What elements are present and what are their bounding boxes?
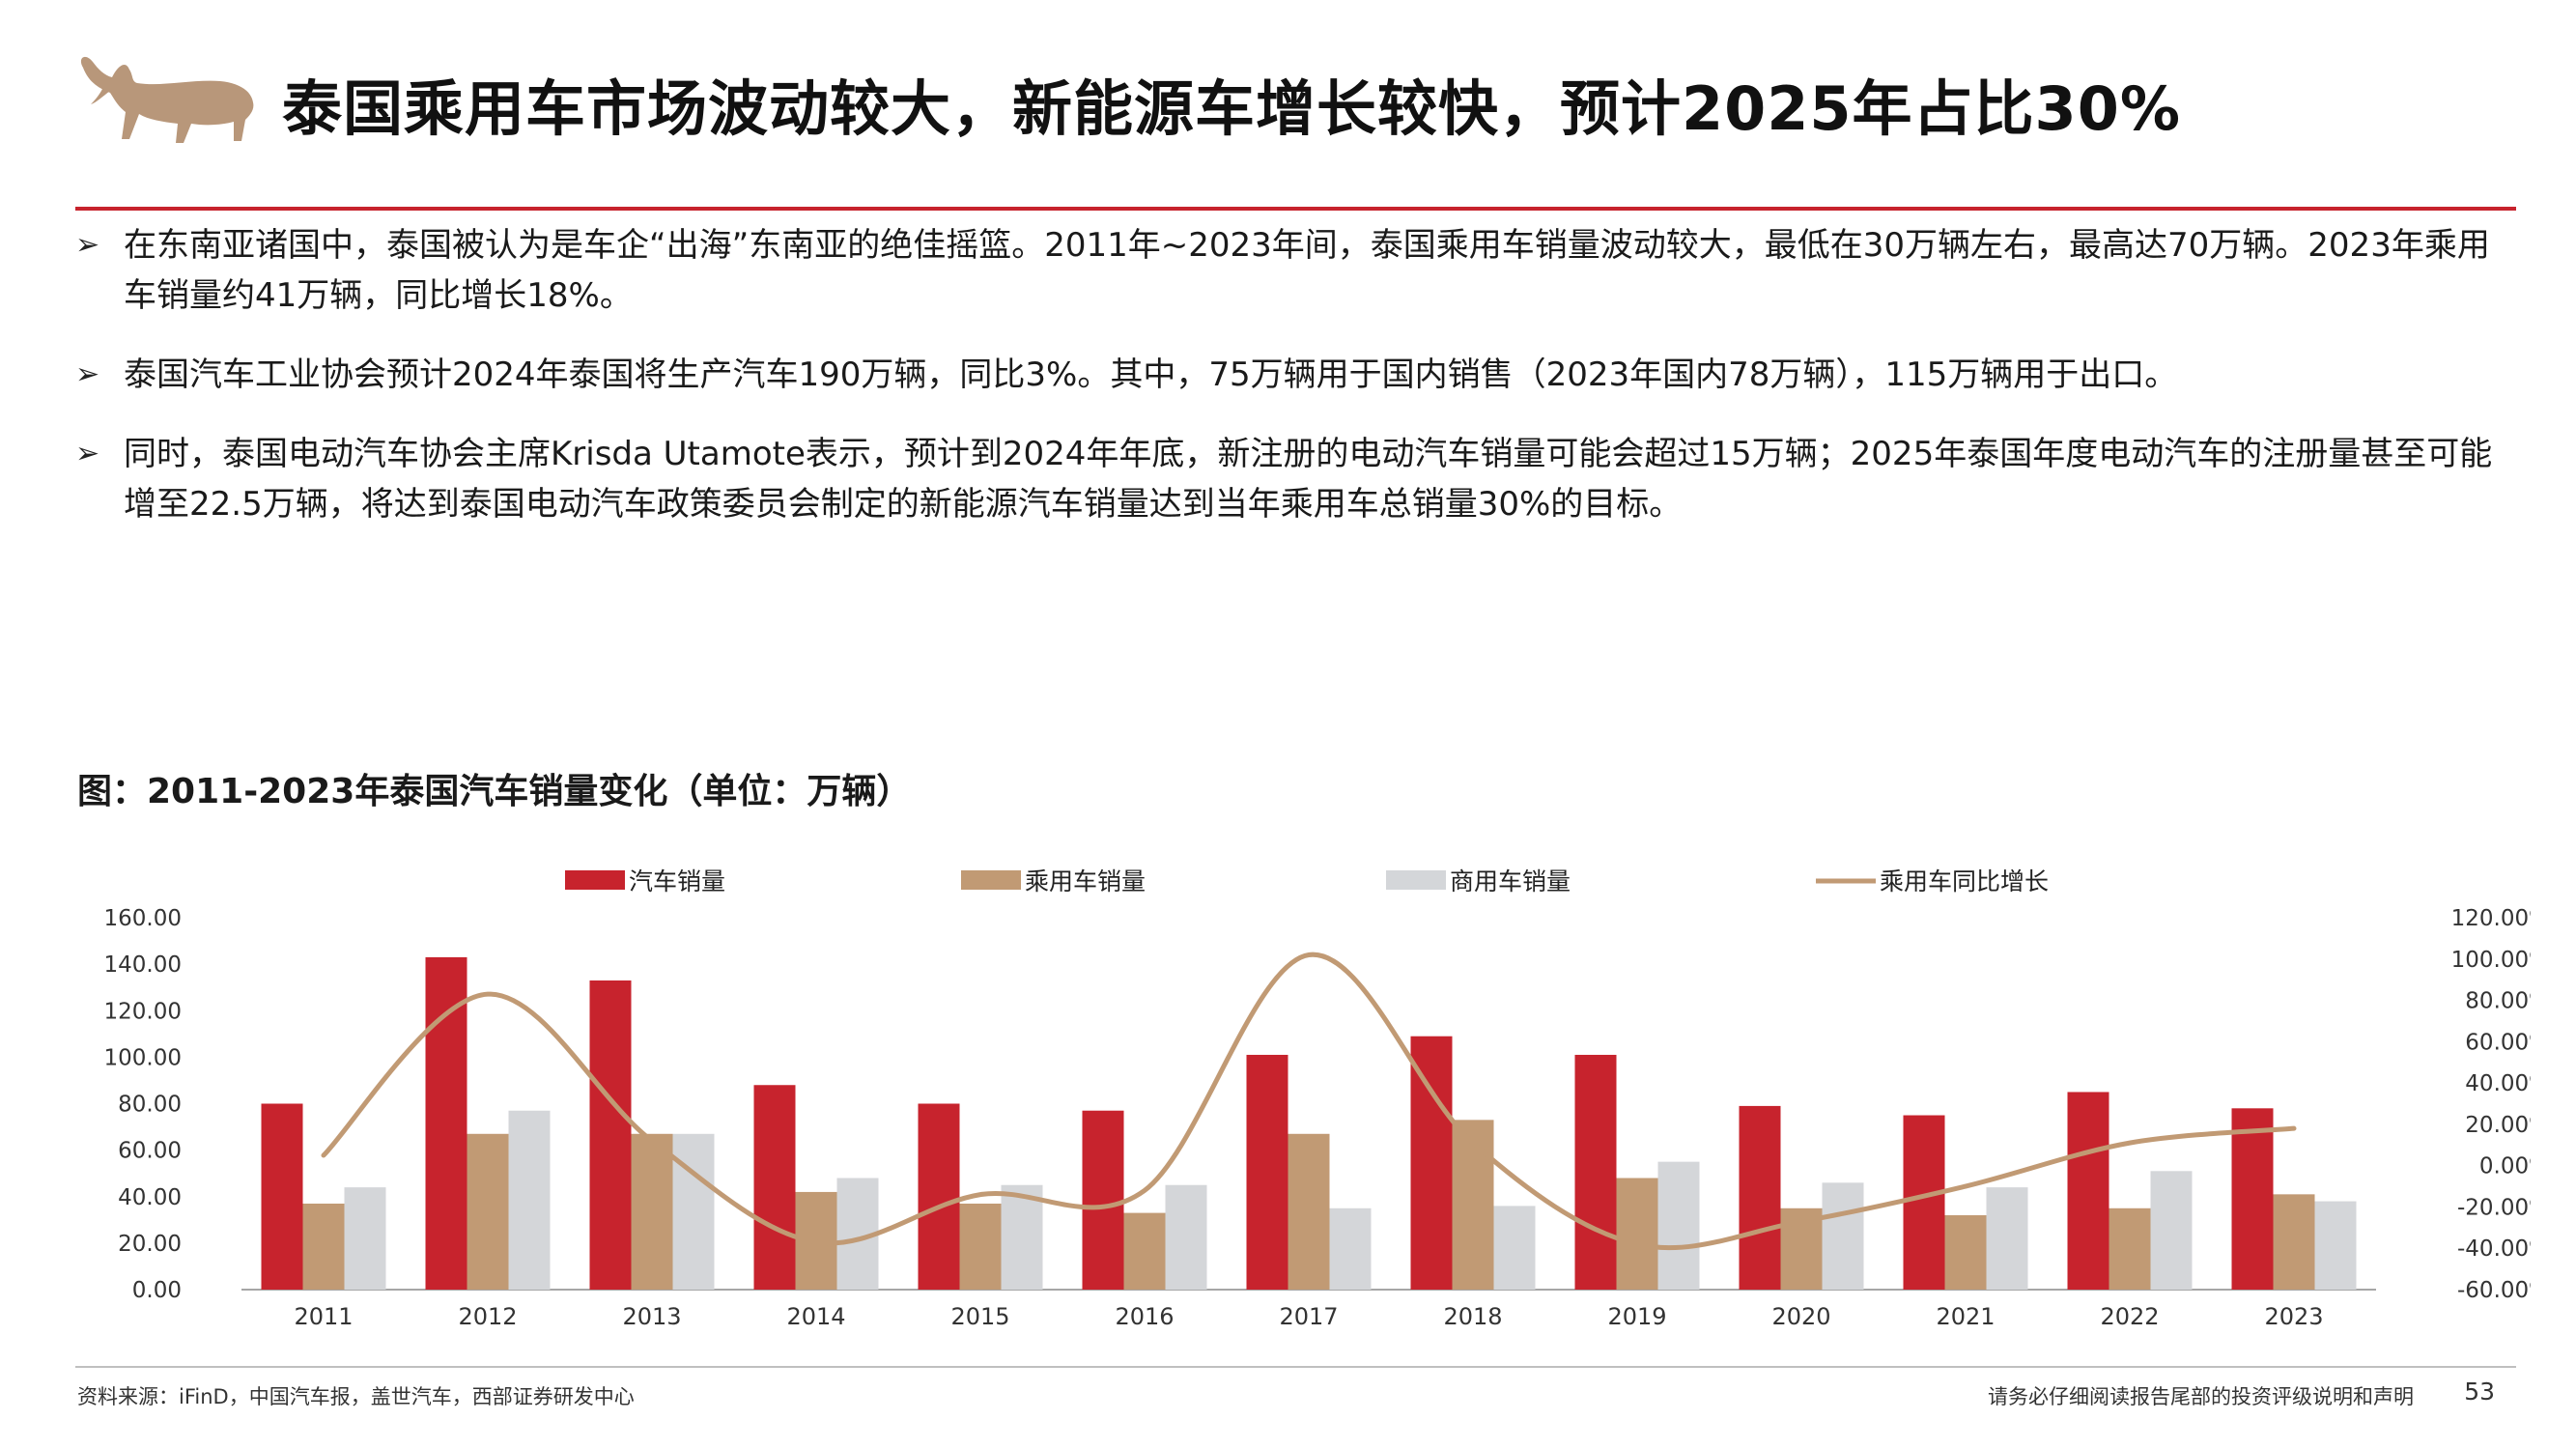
- right-axis-tick-label: -40.00%: [2457, 1236, 2531, 1262]
- x-axis-tick-label: 2016: [1115, 1303, 1174, 1330]
- page-number: 53: [2464, 1378, 2495, 1406]
- bar-commercial: [1986, 1187, 2028, 1290]
- bar-commercial: [1001, 1184, 1043, 1290]
- bar-total: [918, 1103, 960, 1290]
- left-axis-tick-label: 140.00: [104, 952, 182, 978]
- footer-divider: [75, 1366, 2516, 1368]
- bull-logo-icon: [80, 56, 254, 143]
- x-axis-tick-label: 2023: [2264, 1303, 2323, 1330]
- bar-total: [589, 980, 632, 1290]
- arrow-bullet-icon: ➢: [75, 357, 100, 391]
- x-axis-tick-label: 2020: [1771, 1303, 1830, 1330]
- bar-commercial: [1493, 1206, 1536, 1290]
- x-axis-tick-label: 2018: [1443, 1303, 1502, 1330]
- bar-commercial: [2314, 1201, 2357, 1290]
- arrow-bullet-icon: ➢: [75, 437, 100, 470]
- x-axis-tick-label: 2012: [458, 1303, 517, 1330]
- bar-total: [1246, 1054, 1288, 1290]
- bar-total: [753, 1085, 796, 1290]
- bar-passenger: [959, 1203, 1002, 1290]
- bar-passenger: [1123, 1212, 1166, 1290]
- legend-label: 乘用车销量: [1025, 867, 1146, 895]
- legend-swatch: [961, 870, 1021, 890]
- bar-passenger: [2273, 1194, 2315, 1290]
- bar-passenger: [467, 1133, 509, 1290]
- bullet-text: 在东南亚诸国中，泰国被认为是车企“出海”东南亚的绝佳摇篮。2011年~2023年…: [124, 226, 2490, 315]
- legend-swatch: [565, 870, 625, 890]
- right-axis-tick-label: 100.00%: [2451, 948, 2531, 973]
- left-axis-tick-label: 160.00: [104, 906, 182, 931]
- right-axis-tick-label: -60.00%: [2457, 1278, 2531, 1303]
- figure-caption: 图：2011-2023年泰国汽车销量变化（单位：万辆）: [77, 772, 912, 811]
- bar-total: [1082, 1110, 1124, 1290]
- left-axis-tick-label: 60.00: [118, 1139, 182, 1164]
- left-axis-tick-label: 120.00: [104, 999, 182, 1024]
- bar-passenger: [1616, 1178, 1658, 1290]
- legend-label: 乘用车同比增长: [1880, 867, 2049, 895]
- legend-label: 商用车销量: [1450, 867, 1571, 895]
- right-axis-tick-label: 60.00%: [2465, 1030, 2531, 1055]
- left-axis-tick-label: 20.00: [118, 1232, 182, 1257]
- right-axis-tick-label: 40.00%: [2465, 1071, 2531, 1096]
- title-divider: [75, 207, 2516, 211]
- arrow-bullet-icon: ➢: [75, 228, 100, 262]
- x-axis-tick-label: 2014: [786, 1303, 845, 1330]
- bar-commercial: [1822, 1182, 1864, 1290]
- bar-total: [425, 956, 467, 1290]
- bar-total: [2231, 1108, 2274, 1290]
- bar-passenger: [302, 1203, 345, 1290]
- right-axis-tick-label: 0.00%: [2479, 1154, 2531, 1179]
- bar-passenger: [1452, 1120, 1494, 1290]
- x-axis-tick-label: 2022: [2100, 1303, 2159, 1330]
- left-axis-tick-label: 0.00: [132, 1278, 182, 1303]
- right-axis-tick-label: -20.00%: [2457, 1195, 2531, 1220]
- bar-total: [2067, 1092, 2109, 1290]
- bar-total: [261, 1103, 303, 1290]
- bullet-item: ➢ 同时，泰国电动汽车协会主席Krisda Utamote表示，预计到2024年…: [75, 429, 2516, 529]
- page-title: 泰国乘用车市场波动较大，新能源车增长较快，预计2025年占比30%: [282, 73, 2181, 144]
- bar-commercial: [508, 1110, 551, 1290]
- bar-commercial: [672, 1133, 715, 1290]
- left-axis-tick-label: 40.00: [118, 1185, 182, 1210]
- x-axis-tick-label: 2011: [294, 1303, 353, 1330]
- yoy-growth-line: [321, 952, 2297, 1251]
- right-axis-tick-label: 120.00%: [2451, 906, 2531, 931]
- right-axis-tick-label: 80.00%: [2465, 989, 2531, 1014]
- bullet-item: ➢ 泰国汽车工业协会预计2024年泰国将生产汽车190万辆，同比3%。其中，75…: [75, 350, 2516, 400]
- bar-passenger: [1944, 1215, 1987, 1290]
- disclaimer-note: 请务必仔细阅读报告尾部的投资评级说明和声明: [1988, 1385, 2414, 1408]
- bullet-item: ➢ 在东南亚诸国中，泰国被认为是车企“出海”东南亚的绝佳摇篮。2011年~202…: [75, 220, 2516, 321]
- x-axis-tick-label: 2015: [950, 1303, 1009, 1330]
- bullet-text: 泰国汽车工业协会预计2024年泰国将生产汽车190万辆，同比3%。其中，75万辆…: [124, 355, 2178, 394]
- bar-total: [1903, 1115, 1945, 1290]
- bar-commercial: [1657, 1161, 1700, 1290]
- x-axis-tick-label: 2019: [1607, 1303, 1666, 1330]
- x-axis-tick-label: 2017: [1279, 1303, 1338, 1330]
- source-note: 资料来源：iFinD，中国汽车报，盖世汽车，西部证券研发中心: [77, 1385, 635, 1408]
- bar-total: [1739, 1105, 1781, 1290]
- bullet-list: ➢ 在东南亚诸国中，泰国被认为是车企“出海”东南亚的绝佳摇篮。2011年~202…: [75, 220, 2516, 558]
- x-axis-tick-label: 2021: [1936, 1303, 1995, 1330]
- bar-commercial: [1329, 1208, 1372, 1290]
- bar-commercial: [2150, 1171, 2193, 1290]
- bar-passenger: [1288, 1133, 1330, 1290]
- bar-passenger: [2109, 1208, 2151, 1290]
- bar-total: [1574, 1054, 1617, 1290]
- bar-commercial: [1165, 1184, 1207, 1290]
- bullet-text: 同时，泰国电动汽车协会主席Krisda Utamote表示，预计到2024年年底…: [124, 435, 2493, 524]
- right-axis-tick-label: 20.00%: [2465, 1113, 2531, 1138]
- left-axis-tick-label: 80.00: [118, 1093, 182, 1118]
- bar-passenger: [631, 1133, 673, 1290]
- legend-label: 汽车销量: [629, 867, 725, 895]
- left-axis-tick-label: 100.00: [104, 1045, 182, 1070]
- x-axis-tick-label: 2013: [622, 1303, 681, 1330]
- bar-total: [1410, 1036, 1453, 1290]
- sales-chart: 0.00 20.00 40.00 60.00 80.00 100.00 120.00 140.…: [104, 867, 2531, 1330]
- legend-swatch: [1386, 870, 1446, 890]
- bar-commercial: [344, 1187, 386, 1290]
